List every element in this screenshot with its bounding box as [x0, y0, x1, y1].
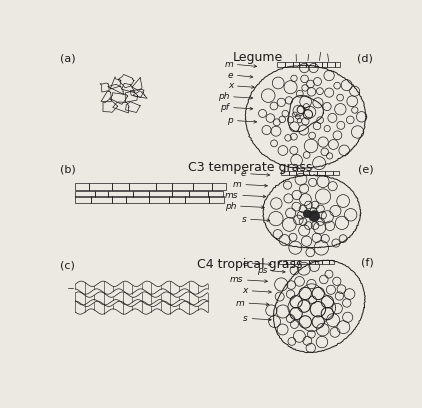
Text: ph: ph: [218, 92, 230, 101]
Bar: [315, 260, 322, 264]
Bar: [76, 183, 89, 190]
Bar: [300, 260, 308, 264]
Bar: [335, 62, 340, 67]
Bar: [89, 183, 112, 190]
Bar: [309, 171, 317, 175]
Bar: [193, 183, 212, 190]
Bar: [296, 171, 303, 175]
Text: C3 temperate grass: C3 temperate grass: [188, 162, 312, 174]
Bar: [149, 196, 168, 203]
Bar: [208, 191, 223, 197]
Text: ps: ps: [257, 266, 268, 275]
Bar: [126, 196, 149, 203]
Text: s: s: [241, 215, 246, 224]
Text: ms: ms: [230, 275, 243, 284]
Text: m: m: [236, 299, 245, 308]
Bar: [76, 196, 91, 203]
Bar: [189, 191, 208, 197]
Bar: [303, 171, 309, 175]
Text: x: x: [228, 82, 233, 91]
Bar: [281, 171, 289, 175]
Bar: [306, 62, 315, 67]
Bar: [327, 62, 335, 67]
Bar: [212, 183, 226, 190]
Bar: [329, 260, 334, 264]
Text: ms: ms: [225, 191, 238, 200]
Bar: [208, 196, 224, 203]
Text: ph: ph: [225, 202, 236, 211]
Bar: [300, 62, 306, 67]
Bar: [168, 196, 186, 203]
Bar: [279, 260, 287, 264]
Bar: [156, 183, 172, 190]
Circle shape: [308, 211, 319, 222]
Text: e: e: [241, 169, 246, 178]
Bar: [108, 191, 133, 197]
Bar: [172, 191, 189, 197]
Text: s: s: [243, 314, 248, 323]
Text: p: p: [227, 116, 233, 125]
Bar: [76, 191, 95, 197]
Circle shape: [303, 210, 311, 217]
Bar: [287, 260, 294, 264]
Bar: [112, 196, 126, 203]
Bar: [293, 62, 300, 67]
Text: C4 tropical grass: C4 tropical grass: [197, 257, 303, 271]
Text: (c): (c): [60, 261, 75, 271]
Bar: [91, 196, 112, 203]
Bar: [133, 191, 149, 197]
Text: (f): (f): [361, 257, 373, 268]
Bar: [186, 196, 208, 203]
Bar: [149, 191, 172, 197]
Bar: [325, 171, 333, 175]
Text: e: e: [242, 259, 248, 268]
Text: m: m: [225, 60, 233, 69]
Bar: [277, 62, 285, 67]
Bar: [315, 62, 322, 67]
Bar: [289, 171, 296, 175]
Bar: [129, 183, 156, 190]
Text: Legume: Legume: [233, 51, 283, 64]
Bar: [322, 62, 327, 67]
Bar: [294, 260, 300, 264]
Text: (b): (b): [60, 164, 76, 175]
Text: x: x: [243, 286, 248, 295]
Text: m: m: [233, 180, 242, 189]
Bar: [317, 171, 325, 175]
Bar: [308, 260, 315, 264]
Text: pf: pf: [220, 103, 230, 112]
Bar: [112, 183, 129, 190]
Text: (e): (e): [358, 164, 373, 175]
Text: e: e: [228, 71, 233, 80]
Bar: [95, 191, 108, 197]
Text: (d): (d): [357, 53, 373, 64]
Bar: [285, 62, 293, 67]
Bar: [322, 260, 329, 264]
Bar: [333, 171, 339, 175]
Text: (a): (a): [60, 53, 76, 64]
Bar: [172, 183, 193, 190]
